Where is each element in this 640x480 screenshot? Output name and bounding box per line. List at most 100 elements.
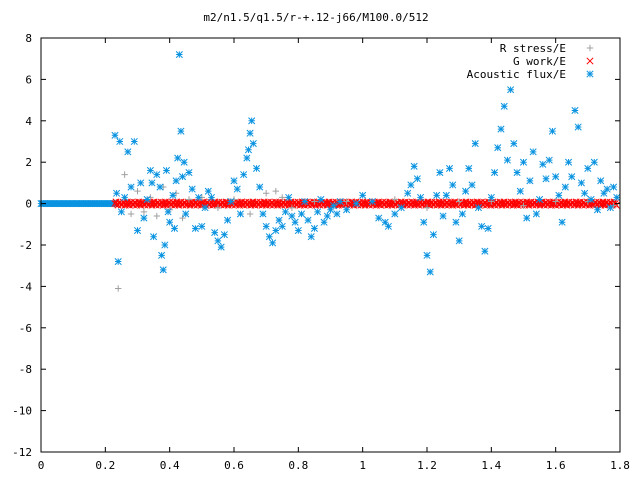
acoustic-flux-point [490, 168, 499, 177]
acoustic-flux-point [433, 191, 441, 199]
acoustic-flux-point [545, 156, 553, 164]
chart-title: m2/n1.5/q1.5/r-+.12-j66/M100.0/512 [203, 11, 428, 24]
acoustic-flux-series [111, 51, 621, 276]
acoustic-flux-point [503, 156, 511, 164]
acoustic-flux-point [487, 193, 495, 201]
acoustic-flux-point [529, 148, 537, 156]
acoustic-flux-point [317, 195, 325, 204]
acoustic-flux-point [201, 204, 209, 212]
plot-border [40, 37, 621, 453]
legend-label-acoustic-flux: Acoustic flux/E [467, 68, 566, 81]
acoustic-flux-point [590, 158, 598, 166]
acoustic-flux-point [484, 224, 492, 232]
acoustic-flux-point [164, 208, 172, 216]
x-tick-label: 1.2 [417, 459, 437, 472]
acoustic-flux-point [262, 222, 270, 230]
acoustic-flux-point [574, 123, 582, 131]
acoustic-flux-point [127, 183, 135, 191]
y-tick-label: -6 [19, 322, 32, 335]
acoustic-flux-point [436, 168, 444, 177]
y-tick-label: -4 [19, 280, 33, 293]
acoustic-flux-point [198, 222, 206, 230]
acoustic-flux-point [161, 241, 169, 249]
acoustic-flux-point [159, 266, 167, 274]
acoustic-flux-point [137, 179, 145, 187]
y-tick-label: 2 [25, 156, 32, 169]
acoustic-flux-point [336, 197, 344, 206]
acoustic-flux-point [381, 218, 389, 226]
acoustic-flux-point [410, 162, 418, 170]
acoustic-flux-point [326, 206, 335, 214]
acoustic-flux-point [204, 187, 212, 195]
acoustic-flux-point [478, 222, 486, 230]
r-stress-point [610, 202, 617, 209]
r-stress-point [140, 208, 148, 216]
acoustic-flux-point [510, 140, 518, 148]
x-tick-label: 0.2 [95, 459, 115, 472]
acoustic-flux-point [156, 183, 164, 191]
acoustic-flux-point [259, 210, 267, 218]
acoustic-flux-point [177, 127, 185, 135]
acoustic-flux-point [244, 146, 253, 154]
acoustic-flux-point [452, 218, 460, 226]
acoustic-flux-point [116, 137, 124, 146]
acoustic-flux-point [564, 158, 573, 166]
r-stress-point [179, 214, 186, 222]
legend-marker-g-work [586, 57, 594, 65]
acoustic-flux-point [471, 140, 479, 148]
r-stress-point [214, 204, 222, 211]
y-tick-label: 0 [25, 198, 32, 211]
acoustic-flux-point [571, 106, 579, 115]
acoustic-flux-point [211, 229, 219, 237]
acoustic-flux-point [130, 137, 138, 146]
acoustic-flux-point [523, 214, 531, 222]
acoustic-flux-point [593, 206, 602, 214]
acoustic-flux-point [310, 224, 318, 232]
r-stress-point [423, 204, 431, 211]
acoustic-flux-point [281, 208, 290, 216]
acoustic-flux-point [426, 268, 434, 276]
legend-label-r-stress: R stress/E [500, 42, 566, 55]
acoustic-flux-point [314, 208, 322, 216]
acoustic-flux-point [494, 144, 502, 152]
y-tick-label: 4 [25, 115, 32, 128]
r-stress-point [455, 198, 463, 205]
plot-marks [37, 51, 621, 292]
acoustic-flux-point [375, 214, 383, 222]
acoustic-flux-point [188, 185, 196, 193]
acoustic-flux-point [272, 226, 280, 235]
acoustic-flux-point [166, 218, 174, 226]
r-stress-point [520, 202, 527, 209]
acoustic-flux-point [330, 202, 338, 210]
acoustic-flux-point [146, 166, 154, 175]
acoustic-flux-point [117, 208, 125, 216]
y-tick-label: 6 [25, 73, 32, 86]
acoustic-flux-point [516, 187, 524, 195]
acoustic-flux-point [294, 226, 302, 235]
acoustic-flux-point [114, 258, 122, 266]
x-tick-label: 1.8 [610, 459, 630, 472]
r-stress-point [153, 212, 160, 220]
acoustic-flux-point [465, 164, 473, 172]
acoustic-flux-point [175, 51, 183, 59]
r-stress-point [185, 196, 193, 203]
acoustic-flux-point [207, 193, 216, 201]
acoustic-flux-point [230, 177, 238, 185]
y-tick-label: 8 [25, 32, 32, 45]
acoustic-flux-point [391, 210, 399, 218]
x-tick-label: 0.4 [160, 459, 180, 472]
acoustic-flux-point [359, 191, 367, 199]
r-stress-point [272, 187, 280, 195]
x-tick-label: 1 [359, 459, 366, 472]
acoustic-flux-point [169, 191, 177, 199]
r-stress-point [147, 194, 154, 201]
acoustic-flux-point [552, 173, 560, 181]
acoustic-flux-point [404, 189, 412, 197]
acoustic-flux-point [532, 210, 540, 218]
r-stress-point [134, 187, 141, 195]
legend-label-g-work: G work/E [513, 55, 566, 68]
acoustic-flux-point [265, 233, 273, 241]
acoustic-flux-point [519, 158, 528, 166]
